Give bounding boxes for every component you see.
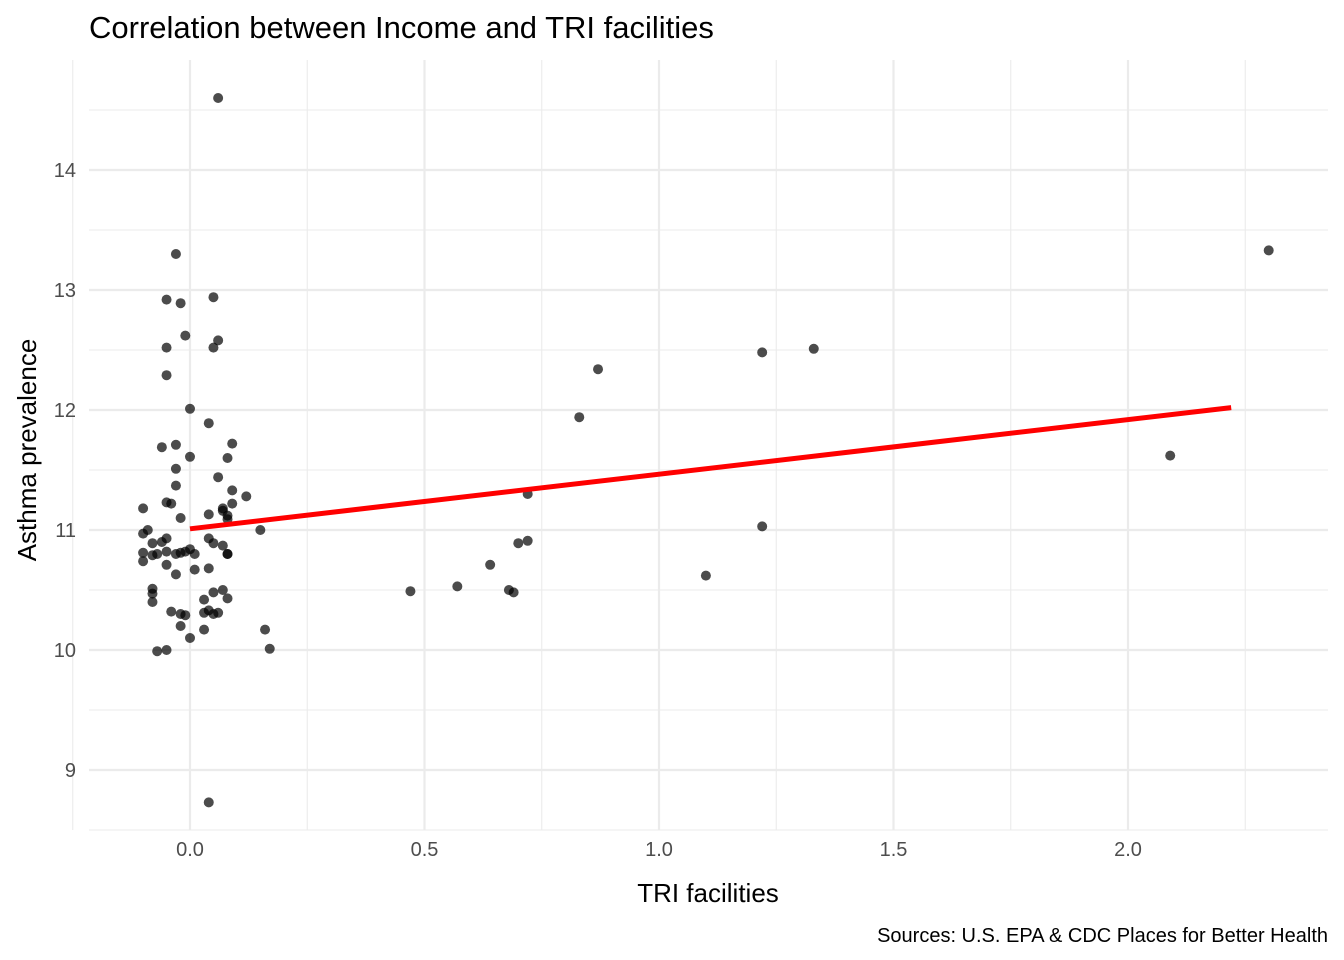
data-point [199, 607, 210, 618]
data-point [199, 594, 210, 605]
data-point [208, 587, 219, 598]
data-point [147, 597, 158, 607]
data-point [208, 538, 219, 549]
data-point [180, 330, 191, 341]
data-point [808, 343, 819, 354]
data-point [138, 547, 149, 558]
data-point [185, 451, 195, 462]
data-point [241, 491, 252, 502]
data-point [757, 347, 768, 358]
y-tick-label: 9 [65, 760, 76, 782]
data-point [222, 593, 233, 604]
data-point [175, 621, 186, 631]
data-point [213, 93, 224, 103]
data-point [1263, 245, 1274, 256]
data-point [452, 581, 463, 592]
data-point [1165, 450, 1176, 461]
data-point [189, 564, 200, 575]
data-point [147, 538, 158, 549]
data-point [485, 559, 496, 570]
data-point [227, 498, 238, 509]
data-point [208, 342, 219, 353]
data-point [175, 298, 186, 309]
data-point [260, 624, 271, 635]
chart-title: Correlation between Income and TRI facil… [89, 10, 714, 45]
data-point [203, 418, 214, 429]
data-point [138, 503, 149, 514]
y-tick-label: 14 [54, 160, 76, 182]
x-tick-label: 1.0 [645, 839, 673, 861]
trend-line [189, 405, 1232, 532]
data-point [138, 528, 149, 539]
data-point [700, 570, 711, 581]
data-point [203, 509, 214, 520]
data-point [217, 540, 228, 551]
x-tick-label: 0.5 [411, 839, 439, 861]
chart-caption: Sources: U.S. EPA & CDC Places for Bette… [877, 925, 1328, 947]
data-point [161, 370, 172, 381]
y-tick-label: 13 [54, 280, 76, 302]
data-point [170, 249, 181, 259]
data-point [522, 535, 533, 546]
data-point [166, 498, 177, 509]
data-point [222, 453, 233, 463]
data-point [213, 472, 224, 483]
data-point [508, 587, 519, 598]
data-point [185, 403, 195, 414]
data-point [199, 624, 210, 635]
data-point [161, 645, 172, 655]
data-point [156, 537, 167, 547]
data-point [208, 292, 219, 303]
trend-line-group [189, 405, 1232, 532]
x-axis-ticks: 0.0 0.5 1.0 1.5 2.0 [176, 839, 1142, 861]
data-point [227, 485, 238, 496]
data-point [147, 588, 158, 599]
data-point [170, 569, 181, 580]
data-point [203, 797, 214, 808]
data-point [264, 643, 275, 654]
y-tick-label: 12 [54, 400, 76, 422]
data-point [161, 546, 172, 557]
data-point [161, 559, 172, 570]
data-point [138, 556, 149, 567]
x-tick-label: 2.0 [1114, 839, 1142, 861]
data-point [513, 538, 524, 549]
data-point [255, 525, 266, 535]
data-point [208, 609, 219, 619]
data-point [170, 480, 181, 491]
data-point [170, 439, 181, 450]
data-points [138, 93, 1274, 808]
x-axis-title: TRI facilities [637, 878, 779, 908]
data-point [222, 549, 233, 559]
data-point [405, 586, 416, 597]
x-tick-label: 1.5 [880, 839, 908, 861]
data-point [175, 513, 186, 523]
data-point [161, 342, 172, 353]
data-point [203, 563, 214, 574]
x-tick-label: 0.0 [176, 839, 204, 861]
y-tick-label: 11 [55, 520, 76, 542]
y-tick-label: 10 [54, 640, 76, 662]
data-point [152, 549, 163, 559]
data-point [757, 521, 768, 532]
data-point [156, 442, 167, 453]
grid-lines [72, 60, 1328, 831]
data-point [166, 606, 177, 617]
y-axis-title: Asthma prevalence [12, 339, 42, 562]
data-point [213, 335, 224, 346]
data-point [217, 585, 228, 595]
y-axis-ticks: 9 10 11 12 13 14 [54, 160, 76, 782]
data-point [593, 364, 604, 375]
data-point [574, 412, 585, 423]
data-point [189, 549, 200, 559]
data-point [152, 646, 163, 657]
data-point [180, 546, 191, 557]
data-point [227, 438, 238, 449]
data-point [185, 633, 195, 643]
data-point [180, 610, 191, 621]
data-point [161, 294, 172, 305]
data-point [170, 463, 181, 474]
